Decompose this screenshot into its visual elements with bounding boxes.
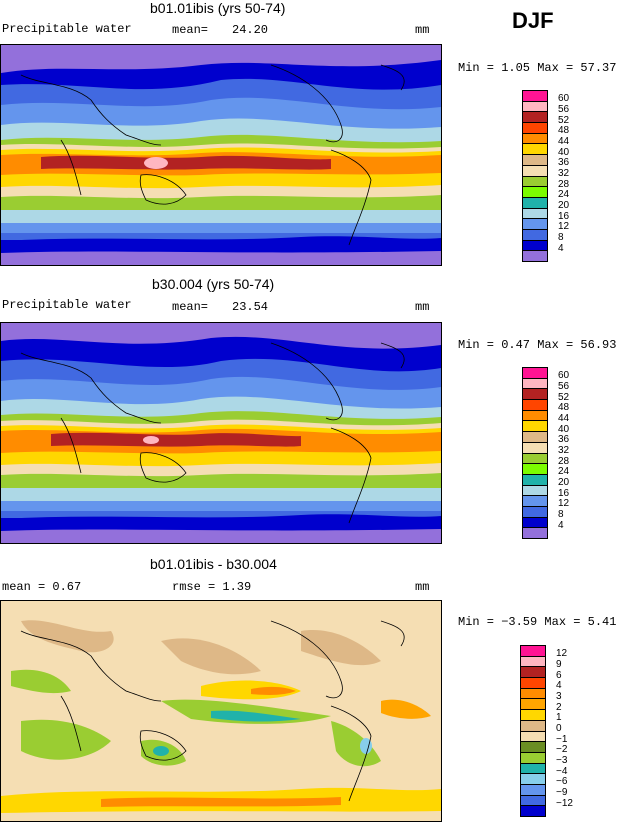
- colorbar-tick-label: −4: [556, 766, 568, 777]
- colorbar-tick-label: 16: [558, 211, 570, 222]
- panel3-minmax: Min = −3.59 Max = 5.41: [458, 615, 617, 629]
- panel3-map: [0, 600, 442, 822]
- colorbar-tick-label: 16: [558, 488, 570, 499]
- panel1-minmax: Min = 1.05 Max = 57.37: [458, 61, 617, 75]
- panel3-mean: mean = 0.67: [2, 580, 82, 594]
- colorbar-tick-label: 2: [556, 702, 562, 713]
- panel1-map: [0, 44, 442, 266]
- colorbar-tick-label: 36: [558, 157, 570, 168]
- colorbar-tick-label: −9: [556, 787, 568, 798]
- panel3-title: b01.01ibis - b30.004: [150, 556, 277, 572]
- colorbar-tick-label: 56: [558, 381, 570, 392]
- panel1-units: mm: [415, 23, 430, 37]
- panel2-title: b30.004 (yrs 50-74): [152, 276, 275, 292]
- panel2-colorbar: [522, 367, 548, 539]
- colorbar-tick-label: 48: [558, 402, 570, 413]
- colorbar-tick-label: 28: [558, 179, 570, 190]
- panel1-mean-value: 24.20: [232, 23, 269, 37]
- colorbar-tick-label: 8: [558, 232, 564, 243]
- colorbar-tick-label: 28: [558, 456, 570, 467]
- colorbar-tick-label: 4: [558, 520, 564, 531]
- panel3-colorbar: [520, 645, 546, 817]
- panel3-contour-plot: [1, 601, 441, 821]
- panel1-title: b01.01ibis (yrs 50-74): [150, 0, 286, 16]
- colorbar-tick-label: 56: [558, 104, 570, 115]
- colorbar-tick-label: 32: [558, 168, 570, 179]
- colorbar-tick-label: 24: [558, 189, 570, 200]
- colorbar-tick-label: 32: [558, 445, 570, 456]
- panel1-mean-label: mean=: [172, 23, 209, 37]
- colorbar-tick-label: 1: [556, 712, 562, 723]
- panel3-units: mm: [415, 580, 430, 594]
- colorbar-tick-label: 12: [558, 498, 570, 509]
- colorbar-tick-label: 6: [556, 670, 562, 681]
- colorbar-tick-label: 12: [556, 648, 568, 659]
- colorbar-tick-label: 52: [558, 115, 570, 126]
- colorbar-tick-label: 60: [558, 93, 570, 104]
- colorbar-tick-label: 36: [558, 434, 570, 445]
- panel2-contour-plot: [1, 323, 441, 543]
- panel2-units: mm: [415, 300, 430, 314]
- colorbar-tick-label: 20: [558, 200, 570, 211]
- colorbar-tick-label: 24: [558, 466, 570, 477]
- colorbar-tick-label: 52: [558, 392, 570, 403]
- colorbar-tick-label: 40: [558, 424, 570, 435]
- colorbar-tick-label: −12: [556, 798, 573, 809]
- panel2-mean-label: mean=: [172, 300, 209, 314]
- colorbar-tick-label: 20: [558, 477, 570, 488]
- colorbar-tick-label: 40: [558, 147, 570, 158]
- panel2-map: [0, 322, 442, 544]
- panel1-field-label: Precipitable water: [2, 22, 132, 36]
- colorbar-tick-label: 12: [558, 221, 570, 232]
- colorbar-tick-label: 4: [558, 243, 564, 254]
- colorbar-tick-label: 44: [558, 136, 570, 147]
- colorbar-tick-label: −1: [556, 734, 568, 745]
- colorbar-tick-label: 3: [556, 691, 562, 702]
- panel2-field-label: Precipitable water: [2, 298, 132, 312]
- colorbar-tick-label: −6: [556, 776, 568, 787]
- panel2-mean-value: 23.54: [232, 300, 269, 314]
- panel1-contour-plot: [1, 45, 441, 265]
- colorbar-tick-label: −2: [556, 744, 568, 755]
- colorbar-tick-label: 60: [558, 370, 570, 381]
- panel2-minmax: Min = 0.47 Max = 56.93: [458, 338, 617, 352]
- panel3-rmse: rmse = 1.39: [172, 580, 252, 594]
- season-label: DJF: [512, 8, 554, 33]
- colorbar-tick-label: 0: [556, 723, 562, 734]
- colorbar-tick-label: 9: [556, 659, 562, 670]
- colorbar-tick-label: −3: [556, 755, 568, 766]
- colorbar-tick-label: 8: [558, 509, 564, 520]
- colorbar-tick-label: 48: [558, 125, 570, 136]
- colorbar-tick-label: 4: [556, 680, 562, 691]
- panel1-colorbar: [522, 90, 548, 262]
- colorbar-tick-label: 44: [558, 413, 570, 424]
